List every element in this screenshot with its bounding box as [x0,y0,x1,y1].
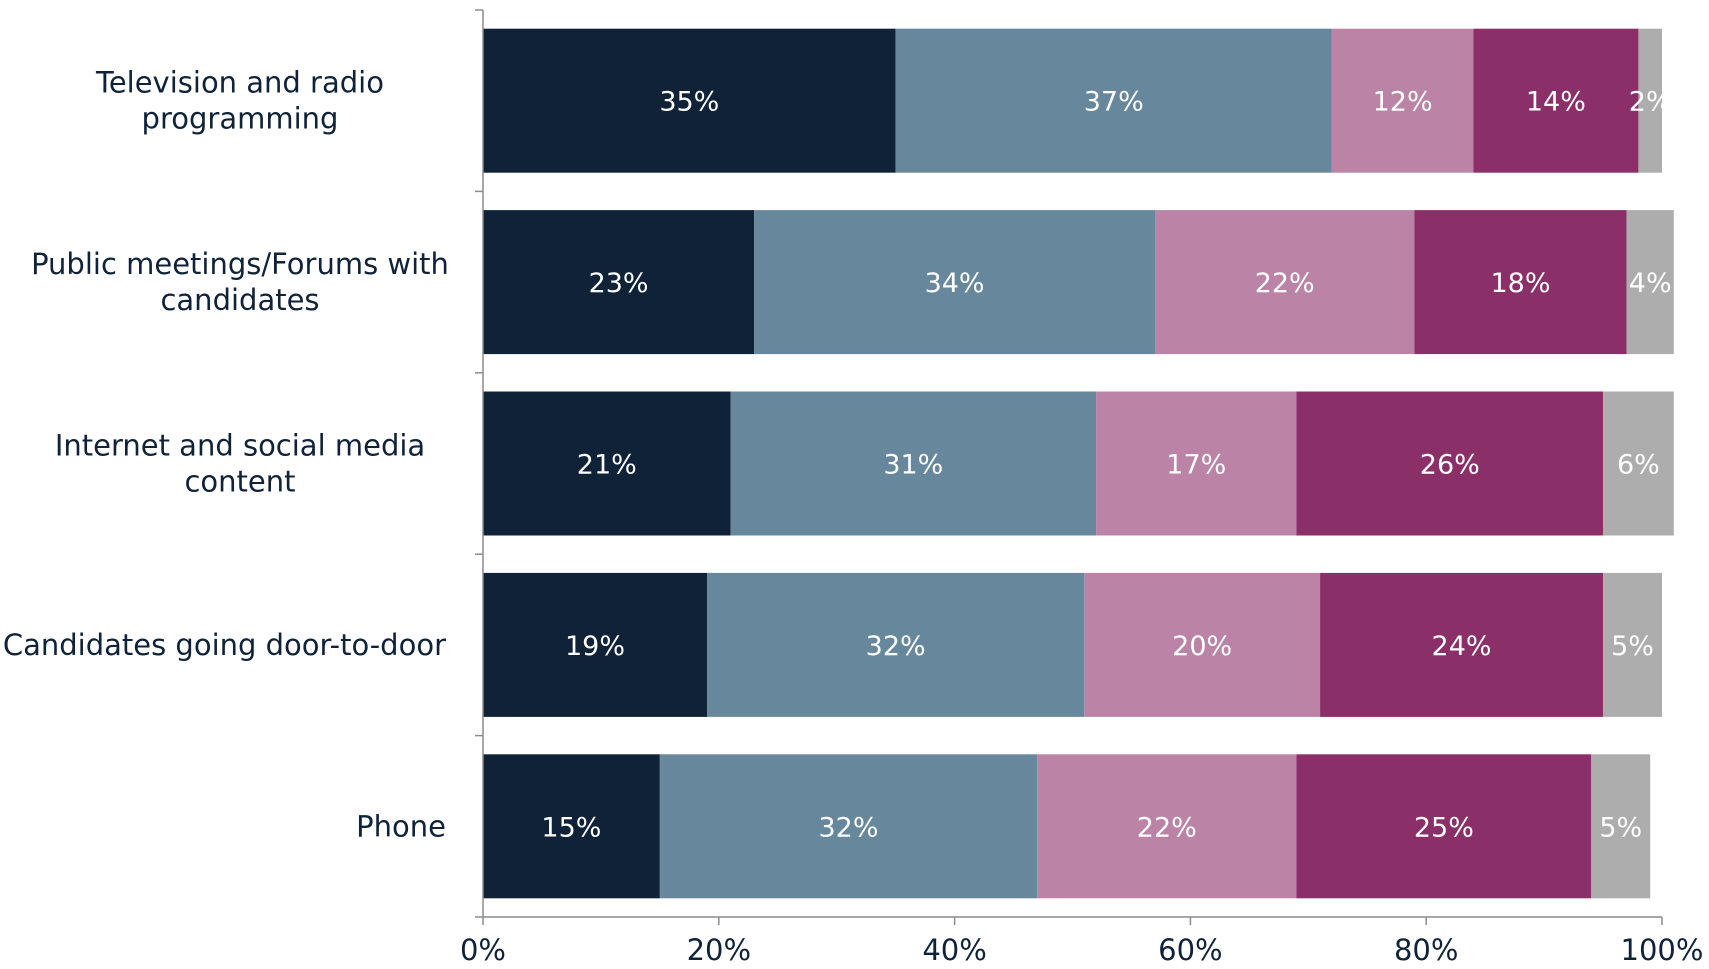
bar-segment-5-row-4 [1603,572,1662,717]
data-label: 5% [1611,631,1654,662]
data-label: 26% [1420,450,1480,481]
data-label: 6% [1617,450,1660,481]
category-label: programming [142,102,339,136]
bar-segment-3-row-1 [1331,28,1474,173]
data-label: 5% [1599,812,1642,843]
data-label: 22% [1255,268,1315,299]
data-label: 21% [577,450,637,481]
bars-layer [483,28,1674,899]
bar-segment-1-row-5 [483,754,660,899]
category-label: Television and radio [95,66,384,100]
bar-segment-2-row-3 [730,391,1097,536]
x-tick-label: 0% [460,933,506,967]
x-tick-label: 100% [1621,933,1704,967]
data-label: 19% [565,631,625,662]
data-label: 31% [883,450,943,481]
bar-segment-3-row-4 [1084,572,1321,717]
bar-segment-2-row-4 [707,572,1085,717]
x-tick-label: 60% [1158,933,1222,967]
bar-segment-2-row-5 [659,754,1038,899]
data-label: 2% [1629,87,1672,118]
category-label: content [184,465,295,499]
bar-segment-3-row-2 [1155,210,1415,355]
bar-segment-5-row-5 [1591,754,1651,899]
bar-segment-1-row-3 [483,391,731,536]
data-label: 12% [1373,87,1433,118]
data-label: 32% [866,631,926,662]
bar-segment-5-row-1 [1638,28,1662,173]
category-label: Public meetings/Forums with [31,247,449,281]
data-label: 24% [1432,631,1492,662]
bar-segment-1-row-2 [483,210,755,355]
bar-segment-2-row-1 [895,28,1332,173]
data-label: 15% [541,812,601,843]
bar-segment-1-row-1 [483,28,896,173]
x-tick-label: 20% [687,933,751,967]
data-label: 35% [659,87,719,118]
data-label: 25% [1414,812,1474,843]
bar-segment-5-row-3 [1603,391,1674,536]
data-label: 34% [925,268,985,299]
data-label: 23% [589,268,649,299]
x-tick-label: 40% [922,933,986,967]
bar-segment-4-row-5 [1296,754,1592,899]
x-tick-label: 80% [1394,933,1458,967]
bar-segment-4-row-2 [1414,210,1627,355]
category-label: Internet and social media [55,429,425,463]
category-label: candidates [160,283,319,317]
bar-segment-3-row-3 [1096,391,1297,536]
category-label: Phone [356,809,446,843]
bar-segment-1-row-4 [483,572,708,717]
data-label: 18% [1491,268,1551,299]
bar-segment-2-row-2 [754,210,1156,355]
category-label: Candidates going door-to-door [3,628,446,662]
data-label: 14% [1526,87,1586,118]
bar-segment-3-row-5 [1037,754,1297,899]
data-label: 17% [1166,450,1226,481]
bar-segment-4-row-1 [1473,28,1639,173]
data-label: 37% [1084,87,1144,118]
data-label: 20% [1172,631,1232,662]
data-label: 22% [1137,812,1197,843]
bar-segment-5-row-2 [1626,210,1674,355]
bar-segment-4-row-3 [1296,391,1604,536]
bar-segment-4-row-4 [1320,572,1604,717]
axes-layer [475,9,1663,925]
labels-layer: 35% 37% 12% 14% 2% 23% 34% 22% 18% 4% 21% 31% 17% 26%… [3,66,1704,967]
data-label: 32% [818,812,878,843]
data-label: 4% [1629,268,1672,299]
